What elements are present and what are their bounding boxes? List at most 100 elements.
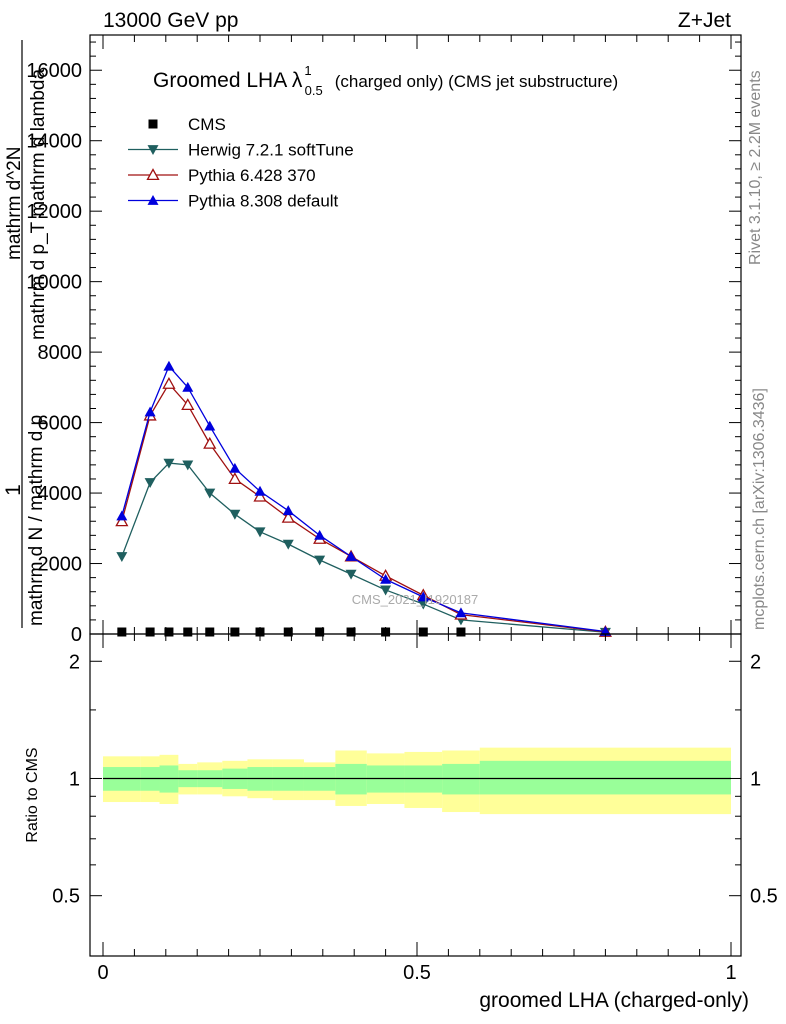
data-point-herwig-7-2-1-softtune [204,488,216,499]
ratio-y-tick-label-right: 1 [750,768,761,790]
rivet-label: Rivet 3.1.10, ≥ 2.2M events [747,70,764,265]
data-point-cms [346,627,356,637]
y-label-stack-bottom: mathrm d p_T mathrm d lambda [28,69,49,340]
data-point-pythia-8-308-default [163,360,175,371]
main-y-tick-label: 6000 [38,413,83,435]
data-point-cms [381,627,391,637]
data-point-cms [205,627,215,637]
data-point-herwig-7-2-1-softtune [282,539,294,550]
plot-title-suffix: (charged only) (CMS jet substructure) [335,72,618,91]
main-y-tick-label: 14000 [26,131,82,153]
main-plot: 0 2000 4000 6000 8000 10000 12000 14000 16000 [26,34,742,646]
y-label-over: mathrm d N / mathrm d p [26,415,47,626]
legend-marker-herwig-7-2-1-softtune [147,145,159,155]
x-tick-label: 0.5 [403,962,431,984]
ratio-y-tick-label-right: 2 [750,651,761,673]
main-y-ticks: 0 2000 4000 6000 8000 10000 12000 14000 16000 [26,41,741,646]
data-point-pythia-6-428-370 [281,510,295,523]
svg-text:Groomed LHA λ10.5(charged only: Groomed LHA λ 1 0.5 (charged only) (CMS jet… [153,63,618,98]
main-y-tick-label: 0 [71,624,82,646]
data-point-pythia-8-308-default [116,510,128,521]
data-point-cms [255,627,265,637]
plot-title-sub: 0.5 [305,83,323,98]
data-point-pythia-8-308-default [345,550,357,561]
ratio-y-tick-label: 1 [69,768,80,790]
data-point-pythia-6-428-370 [115,514,129,527]
ratio-stat-band-bin [442,763,480,795]
legend-label-pythia-8-308-default: Pythia 8.308 default [188,192,339,211]
data-point-herwig-7-2-1-softtune [163,458,175,469]
data-point-herwig-7-2-1-softtune [182,460,194,471]
ratio-x-ticks: 0 0.5 1 [97,634,737,984]
main-y-tick-label: 4000 [38,483,83,505]
data-point-cms [230,627,240,637]
data-point-herwig-7-2-1-softtune [345,569,357,580]
legend-marker-cms [148,119,158,129]
ratio-y-ticks: 0.5 0.5 1 1 2 2 [52,651,778,907]
data-point-pythia-6-428-370 [228,472,242,485]
data-point-herwig-7-2-1-softtune [380,585,392,596]
plot-title-sup: 1 [304,63,311,78]
analysis-watermark: CMS_2021_I1920187 [352,592,479,607]
ratio-y-tick-label: 0.5 [52,886,80,908]
x-tick-label: 1 [725,962,736,984]
ratio-y-tick-label-right: 0.5 [750,886,778,908]
data-point-pythia-8-308-default [204,420,216,431]
plot-title-main: Groomed LHA λ [153,69,303,92]
data-point-cms [315,627,325,637]
data-point-herwig-7-2-1-softtune [417,599,429,610]
main-y-tick-label: 16000 [26,60,82,82]
ratio-y-axis-label: Ratio to CMS [24,747,41,842]
main-y-tick-label: 8000 [38,342,83,364]
ratio-plot: 0.5 0.51 12 2 0 0.5 1 [52,633,778,984]
data-point-cms [418,627,428,637]
data-point-pythia-8-308-default [229,462,241,473]
ratio-stat-band-bin [479,760,731,795]
legend-label-cms: CMS [188,115,226,134]
main-y-axis-label: 1 mathrm d N / mathrm d p mathrm d^2N ma… [2,40,49,628]
data-point-pythia-8-308-default [282,505,294,516]
data-point-cms [145,627,155,637]
legend-label-pythia-6-428-370: Pythia 6.428 370 [188,166,316,185]
main-x-ticks [102,35,732,634]
ratio-bands [103,747,731,815]
legend-marker-pythia-6-428-370 [146,168,160,181]
ratio-y-tick-label: 2 [69,651,80,673]
data-point-herwig-7-2-1-softtune [314,555,326,566]
energy-label: 13000 GeV pp [103,9,238,32]
data-point-cms [117,627,127,637]
y-label-numerator: 1 [2,484,25,496]
data-point-pythia-6-428-370 [162,376,176,389]
data-point-pythia-6-428-370 [203,436,217,449]
data-point-cms [164,627,174,637]
process-label: Z+Jet [678,9,731,32]
x-tick-label: 0 [97,962,108,984]
series-line-herwig-7-2-1-softtune [121,462,606,633]
legend: CMS Herwig 7.2.1 softTune Pythia 6.428 370… [128,115,354,211]
ratio-plot-frame [89,633,742,957]
data-point-cms [283,627,293,637]
x-axis-label: groomed LHA (charged-only) [479,989,749,1012]
legend-label-herwig-7-2-1-softtune: Herwig 7.2.1 softTune [188,141,354,160]
data-point-cms [456,627,466,637]
data-point-pythia-8-308-default [144,406,156,417]
mcplots-label: mcplots.cern.ch [arXiv:1306.3436] [751,388,768,630]
main-y-tick-label: 2000 [38,554,83,576]
data-point-cms [183,627,193,637]
ratio-stat-band-bin [335,763,367,795]
main-series [115,360,613,638]
data-point-pythia-8-308-default [380,573,392,584]
data-point-herwig-7-2-1-softtune [116,552,128,562]
data-point-pythia-8-308-default [182,381,194,392]
main-y-tick-label: 10000 [26,272,82,294]
data-point-pythia-8-308-default [314,529,326,540]
data-point-pythia-8-308-default [455,607,467,618]
main-y-tick-label: 12000 [26,201,82,223]
plot-title: Groomed LHA λ 1 0.5 (charged only) (CMS jet… [153,63,618,98]
data-point-pythia-6-428-370 [253,489,267,502]
data-point-herwig-7-2-1-softtune [144,478,156,488]
data-point-pythia-6-428-370 [181,398,195,411]
data-point-herwig-7-2-1-softtune [254,527,266,538]
data-point-pythia-8-308-default [254,485,266,496]
